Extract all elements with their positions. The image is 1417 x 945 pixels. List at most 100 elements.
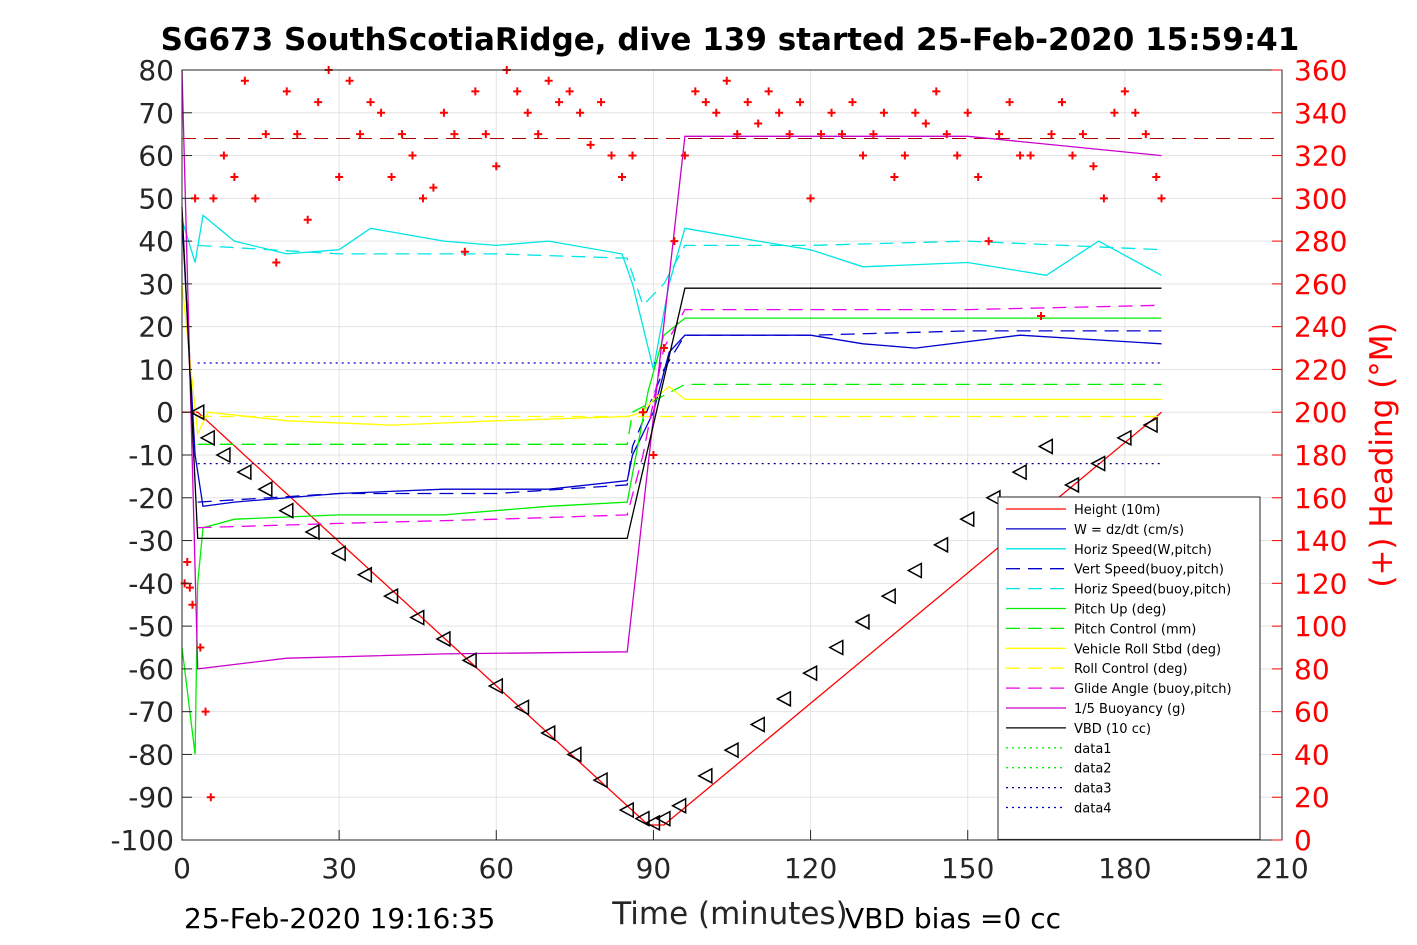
depth-marker (880, 587, 896, 605)
heading-marker (303, 215, 312, 224)
heading-marker (670, 237, 679, 246)
right-tick-label: 260 (1294, 268, 1347, 301)
heading-marker (638, 408, 647, 417)
heading-marker (900, 151, 909, 160)
depth-marker (189, 403, 205, 421)
heading-marker (607, 151, 616, 160)
heading-marker (858, 151, 867, 160)
heading-marker (733, 130, 742, 139)
depth-marker (655, 810, 671, 827)
depth-marker (1011, 463, 1027, 481)
heading-marker (534, 130, 543, 139)
heading-marker (1120, 87, 1129, 96)
heading-marker (1058, 98, 1066, 107)
right-axis-label: (+) Heading (°M) (1364, 322, 1400, 587)
depth-marker (775, 690, 792, 708)
series-line (197, 240, 1162, 307)
right-tick-label: 200 (1294, 396, 1347, 429)
right-tick-label: 300 (1294, 182, 1347, 215)
heading-marker (995, 130, 1004, 139)
depth-marker (749, 716, 765, 733)
y-tick-label: 40 (138, 225, 174, 258)
depth-marker (828, 639, 844, 656)
heading-marker (481, 130, 490, 139)
y-tick-label: -30 (128, 525, 174, 558)
x-tick-label: 90 (636, 852, 672, 885)
right-tick-label: 280 (1294, 225, 1347, 258)
depth-marker (540, 724, 556, 742)
heading-marker (586, 140, 595, 149)
y-tick-label: -80 (128, 738, 174, 771)
heading-marker (188, 600, 197, 609)
right-tick-label: 120 (1294, 567, 1347, 600)
heading-marker (196, 643, 205, 652)
y-tick-label: -70 (128, 696, 174, 729)
depth-marker (304, 523, 320, 541)
heading-marker (796, 98, 805, 107)
heading-marker (513, 87, 522, 96)
depth-marker (634, 810, 650, 827)
x-axis-label: Time (minutes) (611, 896, 847, 932)
heading-marker (544, 76, 553, 85)
chart-title: SG673 SouthScotiaRidge, dive 139 started… (161, 22, 1300, 58)
depth-marker (697, 767, 713, 785)
heading-marker (838, 130, 846, 139)
legend-label: Pitch Up (deg) (1074, 603, 1166, 618)
right-tick-label: 40 (1294, 738, 1330, 771)
legend-label: Height (10m) (1074, 503, 1160, 518)
heading-marker (827, 108, 836, 117)
legend-label: Vert Speed(buoy,pitch) (1074, 563, 1224, 578)
heading-marker (764, 87, 773, 96)
right-tick-label: 320 (1294, 140, 1347, 173)
heading-marker (722, 76, 731, 85)
heading-marker (492, 162, 501, 171)
depth-marker (236, 463, 252, 481)
heading-marker (785, 130, 794, 139)
right-tick-label: 180 (1294, 439, 1347, 472)
legend-label: data2 (1074, 762, 1112, 777)
y-tick-label: 20 (138, 311, 174, 344)
heading-marker (932, 87, 941, 96)
depth-marker (382, 587, 399, 605)
x-tick-label: 0 (173, 852, 191, 885)
depth-marker (330, 545, 346, 562)
legend-label: data3 (1074, 782, 1112, 797)
right-tick-label: 80 (1294, 653, 1330, 686)
x-tick-label: 60 (478, 852, 514, 885)
heading-marker (230, 172, 239, 181)
heading-marker (206, 793, 215, 802)
heading-marker (649, 451, 658, 459)
heading-marker (659, 344, 668, 353)
series-line (197, 304, 1162, 529)
heading-marker (1141, 130, 1150, 139)
heading-marker (335, 172, 344, 181)
y-tick-label: -10 (128, 439, 174, 472)
heading-marker (471, 87, 480, 96)
heading-marker (911, 108, 920, 117)
depth-marker (1090, 455, 1106, 472)
heading-marker (565, 87, 574, 96)
heading-marker (439, 108, 448, 117)
legend-label: 1/5 Buoyancy (g) (1074, 702, 1185, 717)
depth-marker (959, 510, 975, 528)
heading-marker (460, 247, 469, 256)
y-tick-label: -90 (128, 781, 174, 814)
heading-marker (942, 130, 951, 139)
heading-marker (191, 194, 200, 203)
heading-marker (953, 151, 962, 160)
depth-marker (356, 566, 373, 584)
y-tick-label: 50 (138, 182, 174, 215)
heading-marker (261, 130, 270, 139)
depth-marker (644, 814, 661, 832)
heading-marker (377, 108, 386, 117)
x-tick-label: 210 (1255, 852, 1308, 885)
legend-label: Vehicle Roll Stbd (deg) (1074, 642, 1221, 657)
heading-marker (282, 87, 291, 96)
y-tick-label: -40 (128, 567, 174, 600)
heading-marker (429, 183, 438, 192)
right-tick-label: 360 (1294, 54, 1347, 87)
depth-marker (257, 480, 273, 498)
y-tick-label: 10 (138, 353, 174, 386)
heading-marker (272, 258, 281, 267)
depth-marker (513, 699, 530, 716)
